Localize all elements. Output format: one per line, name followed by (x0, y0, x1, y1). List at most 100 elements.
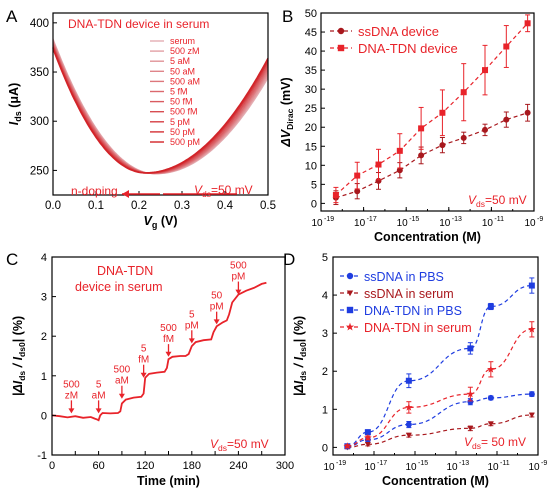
panel-letter-c: C (6, 250, 18, 269)
x-tick-exponent: -13 (459, 460, 469, 467)
y-axis-label: ΔVDirac (mV) (279, 77, 295, 147)
legend-label: 50 pM (170, 127, 195, 137)
y-tick-label: 5 (311, 179, 317, 191)
data-point (405, 377, 412, 384)
y-tick-label: 5 (322, 252, 328, 264)
panel-a: A 0.0 0.1 0.2 0.3 0.4 0.5 250 300 350 400 Vg (V) Ids… (6, 7, 276, 230)
legend-label: 5 pM (170, 117, 190, 127)
addition-arrow-head (140, 372, 147, 378)
x-tick-label: 10 (487, 462, 499, 473)
x-tick-exponent: -17 (367, 216, 377, 223)
x-tick-label: 0.2 (131, 200, 147, 212)
x-axis-label-unit: (V) (157, 214, 177, 228)
y-tick-label: 300 (30, 116, 49, 128)
y-tick-label: -1 (37, 450, 47, 462)
x-axis-label: Time (min) (137, 474, 200, 488)
data-point (528, 282, 535, 289)
addition-label-line2: fM (163, 334, 174, 345)
y-tick-label: 4 (322, 290, 328, 302)
x-tick-label: 10 (323, 462, 335, 473)
addition-label-line1: 50 (211, 291, 223, 302)
data-point (405, 432, 412, 439)
addition-label-line1: 500 (160, 323, 177, 334)
y-axis-label-symbol: I (7, 121, 21, 125)
legend-label: ssDNA device (358, 24, 439, 39)
legend-marker (346, 290, 354, 297)
addition-label-line1: 5 (141, 344, 147, 355)
y-tick-label: 25 (305, 103, 317, 115)
data-point (467, 425, 474, 432)
legend-label: DNA-TDN in serum (364, 321, 472, 335)
vds-annotation: Vds= 50 mV (464, 435, 526, 451)
series-line (347, 414, 532, 448)
vds-sub: ds (202, 189, 211, 199)
x-tick-label: 10 (528, 462, 540, 473)
x-tick-label: 120 (136, 460, 154, 472)
addition-arrow-head (165, 351, 172, 357)
x-tick-label: 0.0 (45, 200, 61, 212)
x-tick-exponent: -13 (452, 216, 462, 223)
addition-label-line2: fM (138, 355, 149, 366)
data-point (482, 126, 489, 133)
legend-label: 5 fM (170, 87, 188, 97)
y-axis-label: Ids (μA) (7, 83, 23, 125)
vds-annotation: Vds=50 mV (468, 193, 527, 209)
data-point (332, 192, 339, 199)
x-tick-label: 10 (311, 218, 323, 229)
x-tick-exponent: -9 (537, 216, 543, 223)
addition-arrow-head (235, 289, 242, 295)
y-tick-label: 35 (305, 65, 317, 77)
legend-label: 50 aM (170, 66, 195, 76)
legend-label: 500 zM (170, 46, 200, 56)
y-tick-label: 40 (305, 46, 317, 58)
curve-5-am (52, 40, 269, 175)
vds-value: =50 mV (227, 437, 269, 451)
panel-d: D10 -19 10 -17 10 -15 10 -13 10 -11 10 -9012345Conc… (283, 250, 547, 488)
y-tick-label: 2 (41, 331, 47, 343)
legend-label: 50 fM (170, 97, 193, 107)
y-axis-label: |ΔIds / Ids0| (%) (11, 316, 27, 396)
x-tick-label: 0 (49, 460, 55, 472)
y-tick-label: 1 (322, 404, 328, 416)
legend-label: ssDNA in PBS (364, 270, 444, 284)
y-tick-label: 10 (305, 160, 317, 172)
y-axis-label-sub: ds0 (298, 342, 308, 357)
x-tick-label: 0.4 (217, 200, 234, 212)
addition-arrow-head (95, 408, 102, 414)
legend-label: 5 aM (170, 56, 190, 66)
data-point (528, 325, 536, 333)
x-axis-label: Concentration (M) (374, 230, 481, 244)
y-tick-label: 20 (305, 122, 317, 134)
y-axis-label: |ΔIds / Ids0| (%) (292, 316, 308, 396)
legend-label: serum (170, 36, 195, 46)
x-tick-label: 0.5 (260, 200, 276, 212)
addition-label-line2: aM (92, 390, 106, 401)
data-point (396, 147, 403, 154)
x-tick-exponent: -17 (377, 460, 387, 467)
y-tick-label: 0 (41, 410, 47, 422)
chart-title-line2: device in serum (75, 280, 163, 294)
addition-label-line1: 500 (114, 365, 131, 376)
series-line (335, 22, 529, 196)
data-point (503, 43, 510, 50)
doping-arrow-head (122, 190, 129, 198)
y-tick-label: 1 (41, 371, 47, 383)
x-tick-label: 10 (524, 218, 536, 229)
y-axis-label-unit: (μA) (7, 83, 21, 111)
x-tick-label: 10 (482, 218, 494, 229)
chart-title-line1: DNA-TDN (97, 264, 153, 278)
panel-letter-d: D (283, 250, 295, 269)
curve-serum (52, 38, 269, 175)
data-point (528, 412, 535, 419)
x-tick-label: 10 (397, 218, 409, 229)
data-point (487, 303, 494, 310)
x-tick-exponent: -15 (418, 460, 428, 467)
legend-label: DNA-TDN device (358, 41, 458, 56)
panel-letter-a: A (6, 7, 18, 26)
data-point (439, 142, 446, 149)
x-tick-label: 10 (354, 218, 366, 229)
y-tick-label: 45 (305, 27, 317, 39)
y-axis-label-part: / I (11, 356, 25, 370)
vds-sub: ds (472, 441, 481, 451)
addition-label-line2: pM (210, 302, 224, 313)
